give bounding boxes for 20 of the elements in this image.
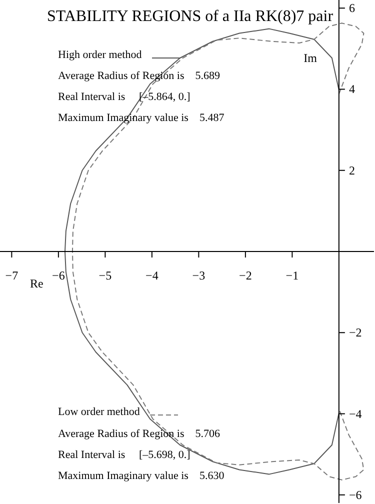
annotation: Maximum Imaginary value is 5.630 xyxy=(58,470,224,482)
annotation: Real Interval is [–5.698, 0.] xyxy=(58,449,190,461)
x-axis-title: Re xyxy=(30,276,44,290)
legend-label: Low order method xyxy=(58,406,140,418)
y-axis-title: Im xyxy=(304,51,318,65)
x-tick-label: −7 xyxy=(5,268,18,282)
y-tick-label: −4 xyxy=(348,406,362,421)
x-tick-label: −3 xyxy=(192,268,206,282)
x-tick-label: −4 xyxy=(146,268,158,282)
y-tick-label: 2 xyxy=(348,163,355,178)
legend-label: High order method xyxy=(58,49,142,61)
text: STABILITY REGIONS of a IIa RK(8)7 pair xyxy=(46,8,334,25)
x-tick-label: −1 xyxy=(286,268,299,282)
y-tick-label: −2 xyxy=(348,326,362,340)
x-tick-label: −6 xyxy=(52,268,65,282)
y-tick-label: −6 xyxy=(348,488,362,502)
x-tick-label: −5 xyxy=(98,268,112,282)
y-tick-label: 6 xyxy=(348,1,355,16)
y-tick-label: 4 xyxy=(348,82,355,96)
x-tick-label: −2 xyxy=(239,268,252,282)
